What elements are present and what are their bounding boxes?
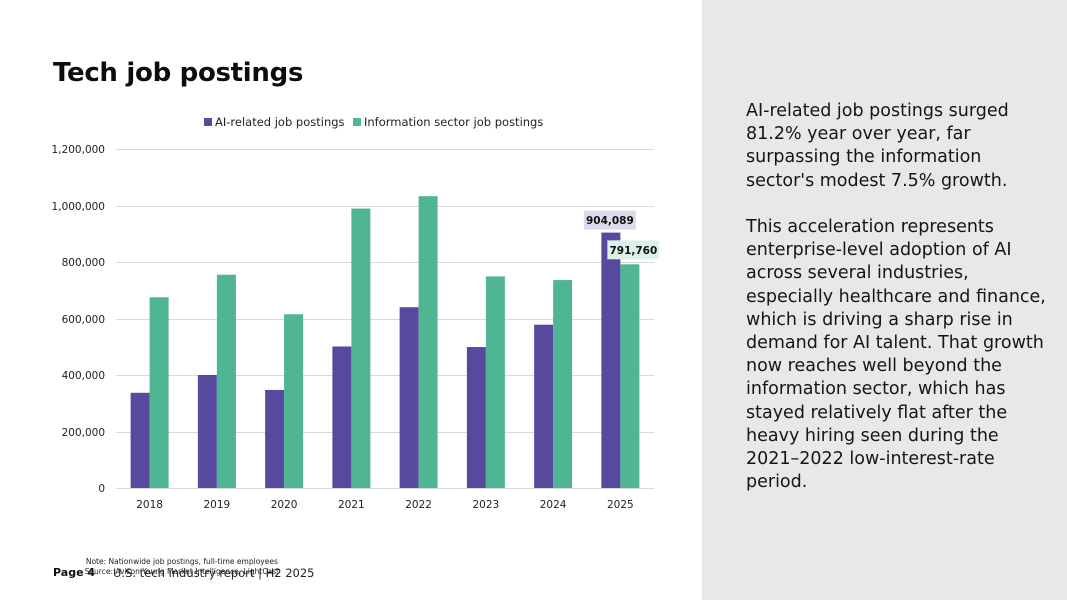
- legend-swatch-ai: [204, 118, 212, 126]
- legend-label-ai: AI-related job postings: [215, 115, 345, 129]
- legend-item-info: Information sector job postings: [353, 115, 543, 129]
- bar-information-sector: [418, 196, 438, 489]
- bar-ai-related: [466, 347, 486, 488]
- bar-ai-related: [265, 389, 285, 488]
- legend-swatch-info: [353, 118, 361, 126]
- legend-label-info: Information sector job postings: [364, 115, 544, 129]
- bar-ai-related: [332, 346, 352, 488]
- bar-information-sector: [553, 280, 573, 488]
- chart-source-note: Note: Nationwide job postings, full-time…: [85, 557, 279, 577]
- source-text: Source: Avison Young Market Intelligence…: [84, 567, 279, 576]
- chart-legend: AI-related job postings Information sect…: [0, 115, 702, 131]
- summary-text: AI-related job postings surged 81.2% yea…: [746, 100, 1046, 518]
- y-tick-label: 200,000: [62, 427, 105, 439]
- x-tick-label: 2021: [338, 499, 365, 511]
- note-text: Note: Nationwide job postings, full-time…: [85, 557, 278, 566]
- bar-information-sector: [485, 276, 505, 488]
- summary-paragraph: AI-related job postings surged 81.2% yea…: [746, 101, 1009, 191]
- bar-information-sector: [351, 208, 371, 489]
- bar-information-sector: [149, 297, 169, 488]
- x-tick-label: 2025: [607, 499, 634, 511]
- y-tick-label: 800,000: [62, 257, 105, 269]
- bar-ai-related: [534, 324, 554, 488]
- x-tick-label: 2023: [473, 499, 500, 511]
- y-tick-label: 1,000,000: [52, 201, 105, 213]
- data-label-background: [607, 240, 660, 260]
- x-tick-label: 2024: [540, 499, 567, 511]
- bar-information-sector: [216, 274, 236, 488]
- legend-item-ai: AI-related job postings: [204, 115, 345, 129]
- data-label: 904,089: [586, 215, 634, 227]
- y-tick-label: 1,200,000: [52, 144, 105, 156]
- bar-ai-related: [601, 232, 621, 488]
- bar-ai-related: [399, 307, 419, 488]
- bar-information-sector: [620, 264, 640, 488]
- x-tick-label: 2020: [271, 499, 298, 511]
- data-label-background: [583, 210, 636, 230]
- chart-panel: Tech job postings AI-related job posting…: [0, 58, 702, 580]
- report-name: U.S. tech industry report | H2 2025: [113, 566, 315, 580]
- bar-ai-related: [197, 375, 217, 488]
- data-label: 791,760: [609, 245, 657, 257]
- bar-information-sector: [284, 314, 304, 488]
- x-tick-label: 2022: [405, 499, 432, 511]
- page-title: Tech job postings: [53, 58, 304, 88]
- y-tick-label: 600,000: [62, 314, 105, 326]
- summary-panel: AI-related job postings surged 81.2% yea…: [702, 0, 1067, 600]
- page-number: Page 4: [53, 566, 96, 579]
- y-tick-label: 400,000: [62, 370, 105, 382]
- x-tick-label: 2019: [204, 499, 231, 511]
- bar-ai-related: [130, 392, 150, 488]
- y-tick-label: 0: [98, 483, 105, 495]
- bar-chart: 0 200,000 400,000 600,000 800,000 1,000,000 1,…: [52, 144, 660, 511]
- x-tick-label: 2018: [136, 499, 163, 511]
- summary-paragraph: This acceleration represents enterprise-…: [746, 217, 1046, 493]
